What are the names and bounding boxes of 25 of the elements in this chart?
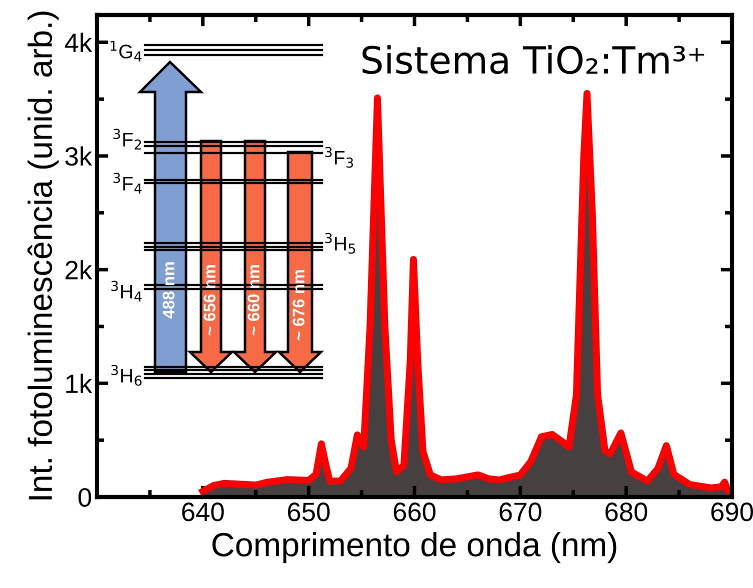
annotation: ~ 660 nm	[248, 265, 260, 336]
x-tick-label: 680	[605, 502, 648, 522]
annotation: $^{3}$H$_{4}$	[111, 280, 142, 302]
y-tick-label: 1k	[66, 374, 92, 393]
x-tick-label: 670	[500, 502, 542, 522]
y-tick-label: 0	[78, 488, 92, 507]
annotation: ~ 656 nm	[204, 265, 216, 336]
x-tick-label: 640	[182, 502, 224, 522]
annotation: 488 nm	[162, 262, 174, 318]
x-tick-label: 650	[288, 502, 330, 522]
text: Sistema TiO₂:Tm³⁺	[362, 45, 704, 74]
x-tick-label: 690	[711, 502, 753, 522]
y-tick-label: 4k	[64, 32, 92, 52]
y-axis-title: Int. fotoluminescência (unid. arb.)	[28, 12, 59, 500]
x-axis-title: Comprimento de onda (nm)	[212, 532, 616, 564]
annotation: $^{3}$F$_{4}$	[114, 172, 142, 194]
y-tick-label: 2k	[66, 260, 92, 280]
annotation: ~ 676 nm	[292, 270, 304, 340]
annotation: $^{3}$H$_{5}$	[325, 232, 356, 254]
x-tick-label: 660	[394, 502, 436, 522]
annotation: $^{3}$F$_{2}$	[114, 128, 142, 150]
y-tick-label: 3k	[65, 146, 92, 166]
annotation: $^{3}$H$_{6}$	[111, 364, 142, 386]
annotation: $^{1}$G$_{4}$	[110, 40, 142, 62]
annotation: $^{3}$F$_{3}$	[325, 146, 354, 168]
